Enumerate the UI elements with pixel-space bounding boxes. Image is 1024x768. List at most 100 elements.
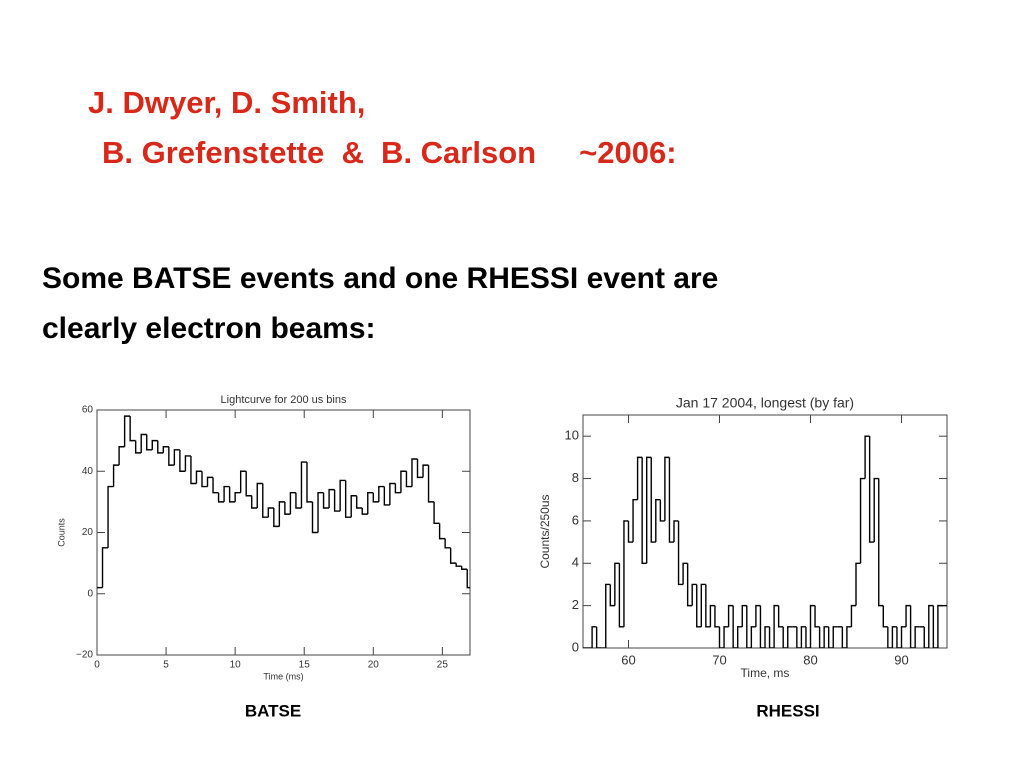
hist-step	[223, 485, 230, 502]
hist-step	[855, 562, 861, 606]
hist-step	[134, 440, 142, 454]
hist-step	[859, 477, 866, 564]
hist-step	[344, 480, 352, 518]
hist-step	[718, 626, 725, 648]
hist-step	[605, 583, 611, 648]
hist-step	[632, 499, 638, 543]
hist-step	[850, 604, 856, 627]
y-tick-label: 20	[82, 527, 94, 538]
hist-step	[841, 626, 847, 648]
hist-step	[614, 562, 620, 606]
hist-step	[646, 456, 652, 564]
hist-step	[245, 471, 252, 497]
hist-step	[438, 523, 446, 540]
hist-step	[727, 604, 734, 627]
x-tick-label: 60	[621, 652, 635, 667]
y-axis-label: Counts/250us	[538, 494, 552, 568]
hist-step	[411, 458, 418, 487]
histogram	[583, 435, 947, 648]
x-tick-label: 5	[163, 660, 169, 671]
y-tick-label: −20	[76, 650, 93, 661]
x-tick-label: 90	[894, 652, 908, 667]
x-tick-label: 20	[368, 660, 380, 671]
hist-step	[311, 501, 319, 534]
hist-step	[750, 626, 756, 648]
hist-step	[759, 605, 765, 648]
hist-step	[814, 605, 820, 628]
hist-step	[714, 605, 720, 628]
y-tick-label: 0	[572, 639, 579, 654]
hist-step	[157, 440, 164, 454]
hist-step	[932, 605, 938, 648]
hist-step	[461, 566, 468, 570]
hist-step	[317, 491, 324, 533]
hist-step	[427, 465, 435, 503]
hist-step	[173, 449, 180, 466]
hist-step	[668, 457, 674, 543]
hist-step	[433, 501, 440, 525]
hist-step	[422, 464, 429, 478]
hist-step	[455, 563, 462, 567]
x-tick-label: 25	[437, 660, 449, 671]
hist-step	[367, 491, 374, 515]
hist-step	[868, 436, 875, 543]
hist-step	[891, 626, 897, 648]
hist-step	[284, 501, 291, 515]
hist-step	[239, 470, 247, 493]
hist-step	[184, 455, 191, 472]
x-axis-label: Time (ms)	[263, 671, 303, 681]
hist-step	[796, 626, 802, 648]
hist-step	[146, 434, 153, 451]
hist-step	[339, 479, 346, 512]
chart-title: Lightcurve for 200 us bins	[221, 394, 347, 406]
hist-step	[449, 547, 457, 564]
hist-step	[466, 569, 470, 589]
hist-step	[295, 492, 302, 509]
hist-step	[787, 626, 793, 648]
hist-step	[709, 604, 715, 627]
y-tick-label: 40	[82, 466, 94, 477]
plot-frame	[582, 414, 948, 649]
hist-step	[383, 486, 390, 506]
hist-step	[896, 626, 902, 648]
hist-step	[805, 626, 811, 648]
hist-step	[195, 470, 202, 484]
y-tick-label: 8	[572, 470, 579, 485]
hist-step	[664, 456, 670, 521]
hist-step	[300, 461, 307, 508]
hist-step	[444, 538, 451, 549]
hist-step	[389, 482, 396, 505]
hist-step	[262, 483, 269, 518]
hist-step	[641, 457, 647, 564]
hist-step	[256, 482, 263, 508]
chart-title: Jan 17 2004, longest (by far)	[676, 395, 854, 411]
x-tick-label: 80	[803, 652, 817, 667]
hist-step	[179, 449, 186, 472]
hist-step	[691, 583, 697, 606]
hist-step	[732, 605, 738, 648]
hist-step	[864, 435, 870, 479]
hist-step	[909, 605, 916, 648]
hist-step	[273, 508, 280, 528]
x-axis-label: Time, ms	[741, 666, 790, 680]
hist-step	[655, 499, 661, 543]
hist-step	[123, 415, 131, 447]
hist-step	[823, 626, 829, 648]
hist-step	[928, 604, 934, 648]
hist-step	[267, 507, 274, 518]
hist-step	[322, 492, 330, 509]
hist-step	[737, 626, 743, 648]
hist-step	[782, 626, 788, 648]
hist-step	[650, 457, 656, 543]
hist-step	[609, 584, 615, 607]
hist-step	[923, 626, 929, 648]
y-tick-label: 6	[572, 512, 579, 527]
hist-step	[378, 485, 385, 502]
hist-step	[887, 626, 893, 648]
hist-step	[394, 483, 401, 494]
hist-step	[591, 626, 597, 648]
hist-step	[937, 604, 943, 648]
body-line: clearly electron beams:	[42, 312, 376, 345]
hist-step	[882, 605, 888, 628]
y-tick-label: 4	[572, 555, 579, 570]
